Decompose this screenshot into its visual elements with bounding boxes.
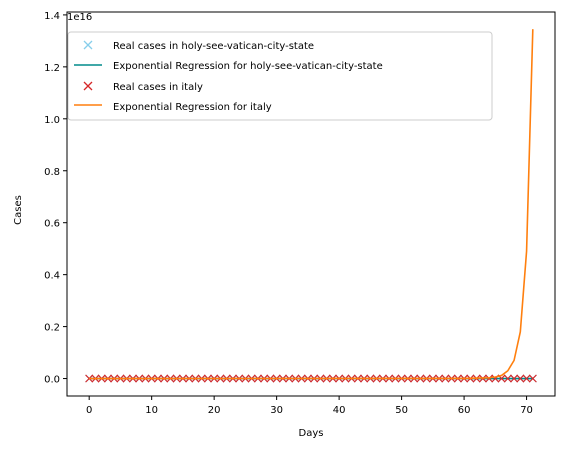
x-axis-label: Days <box>299 428 324 439</box>
data-point-x-marker <box>528 374 537 383</box>
y-tick-label: 0.4 <box>44 271 60 282</box>
x-tick-label: 0 <box>86 405 92 416</box>
legend-entry-italy-regression: Exponential Regression for italy <box>74 102 272 113</box>
legend-x-marker-skyblue <box>83 40 93 50</box>
x-tick-label: 40 <box>333 405 346 416</box>
y-tick-label: 1.0 <box>44 115 60 126</box>
series-line-3 <box>89 29 534 380</box>
axes-frame <box>66 11 556 397</box>
y-axis-offset-label: 1e16 <box>67 12 92 23</box>
data-point-x-marker <box>516 374 525 383</box>
x-tick-label: 70 <box>520 405 533 416</box>
legend-label: Exponential Regression for italy <box>113 102 272 113</box>
legend-x-marker-red <box>83 81 93 91</box>
data-marks <box>85 29 537 383</box>
y-tick-label: 0.8 <box>44 167 60 178</box>
y-axis-label: Cases <box>13 195 24 225</box>
data-point-x-marker <box>510 374 519 383</box>
x-tick-label: 10 <box>145 405 158 416</box>
legend-entry-italy-cases: Real cases in italy <box>83 81 203 93</box>
legend-entry-holy-see-cases: Real cases in holy-see-vatican-city-stat… <box>83 40 314 52</box>
data-point-x-marker <box>522 374 531 383</box>
x-tick-label: 30 <box>270 405 283 416</box>
x-tick-label: 50 <box>395 405 408 416</box>
axes: 0 10 20 30 40 50 60 70 0.0 0.2 0.4 0.6 0.8 1.0 1.2 1.4 <box>44 11 556 416</box>
y-tick-label: 0.2 <box>44 323 60 334</box>
y-tick-label: 0.6 <box>44 219 60 230</box>
data-point-x-marker <box>503 374 512 383</box>
y-tick-label: 1.4 <box>44 11 60 22</box>
legend-entry-holy-see-regression: Exponential Regression for holy-see-vati… <box>74 61 383 72</box>
y-tick-label: 1.2 <box>44 63 60 74</box>
legend-label: Real cases in holy-see-vatican-city-stat… <box>113 41 314 52</box>
x-tick-label: 60 <box>458 405 471 416</box>
y-tick-label: 0.0 <box>44 375 60 386</box>
x-tick-label: 20 <box>208 405 221 416</box>
legend-frame <box>67 31 493 121</box>
legend: Real cases in holy-see-vatican-city-stat… <box>67 31 493 121</box>
legend-label: Exponential Regression for holy-see-vati… <box>113 61 383 72</box>
legend-label: Real cases in italy <box>113 82 203 93</box>
